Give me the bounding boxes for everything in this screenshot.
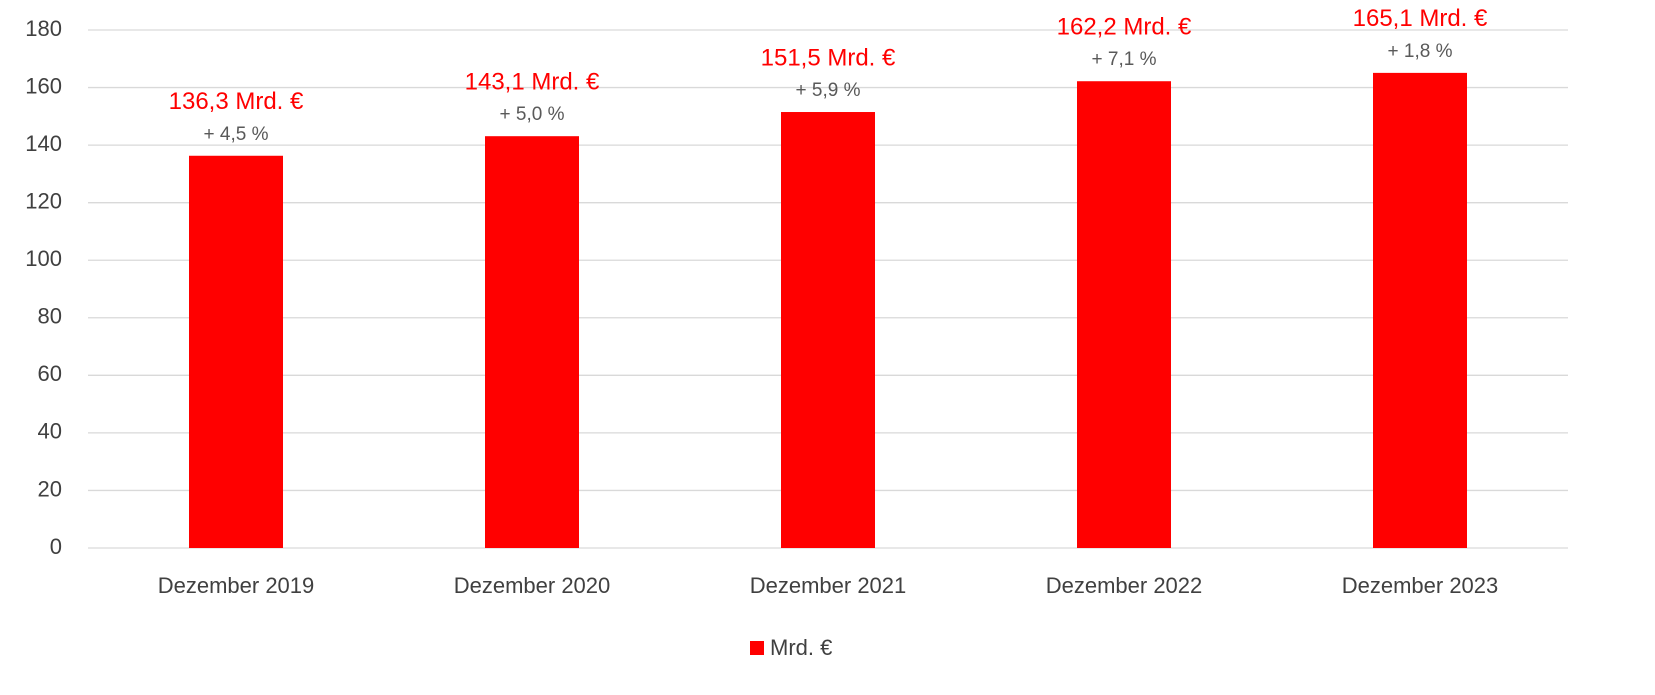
x-tick-label: Dezember 2021	[750, 573, 907, 598]
value-label: 143,1 Mrd. €	[465, 69, 600, 96]
x-tick-label: Dezember 2022	[1046, 573, 1203, 598]
bar	[485, 136, 579, 548]
legend-label: Mrd. €	[770, 635, 832, 660]
y-tick-label: 0	[50, 534, 62, 559]
y-tick-label: 40	[38, 419, 62, 444]
legend-swatch	[750, 641, 764, 655]
growth-label: + 5,9 %	[796, 80, 861, 101]
x-tick-label: Dezember 2020	[454, 573, 611, 598]
y-tick-label: 80	[38, 304, 62, 329]
value-label: 165,1 Mrd. €	[1353, 5, 1488, 32]
bar	[189, 155, 283, 548]
x-tick-label: Dezember 2023	[1342, 573, 1499, 598]
bar	[781, 112, 875, 549]
bar	[1077, 81, 1171, 549]
value-label: 136,3 Mrd. €	[169, 88, 304, 115]
y-tick-label: 100	[25, 246, 62, 271]
growth-label: + 1,8 %	[1388, 41, 1453, 62]
y-tick-label: 20	[38, 476, 62, 501]
x-tick-label: Dezember 2019	[158, 573, 315, 598]
growth-label: + 7,1 %	[1092, 49, 1157, 70]
y-tick-label: 160	[25, 73, 62, 98]
growth-label: + 5,0 %	[500, 104, 565, 125]
y-tick-label: 60	[38, 361, 62, 386]
bar	[1373, 72, 1467, 548]
value-label: 162,2 Mrd. €	[1057, 14, 1192, 41]
growth-label: + 4,5 %	[204, 124, 269, 145]
y-tick-label: 140	[25, 131, 62, 156]
y-tick-label: 120	[25, 188, 62, 213]
y-tick-label: 180	[25, 16, 62, 41]
value-label: 151,5 Mrd. €	[761, 44, 896, 71]
